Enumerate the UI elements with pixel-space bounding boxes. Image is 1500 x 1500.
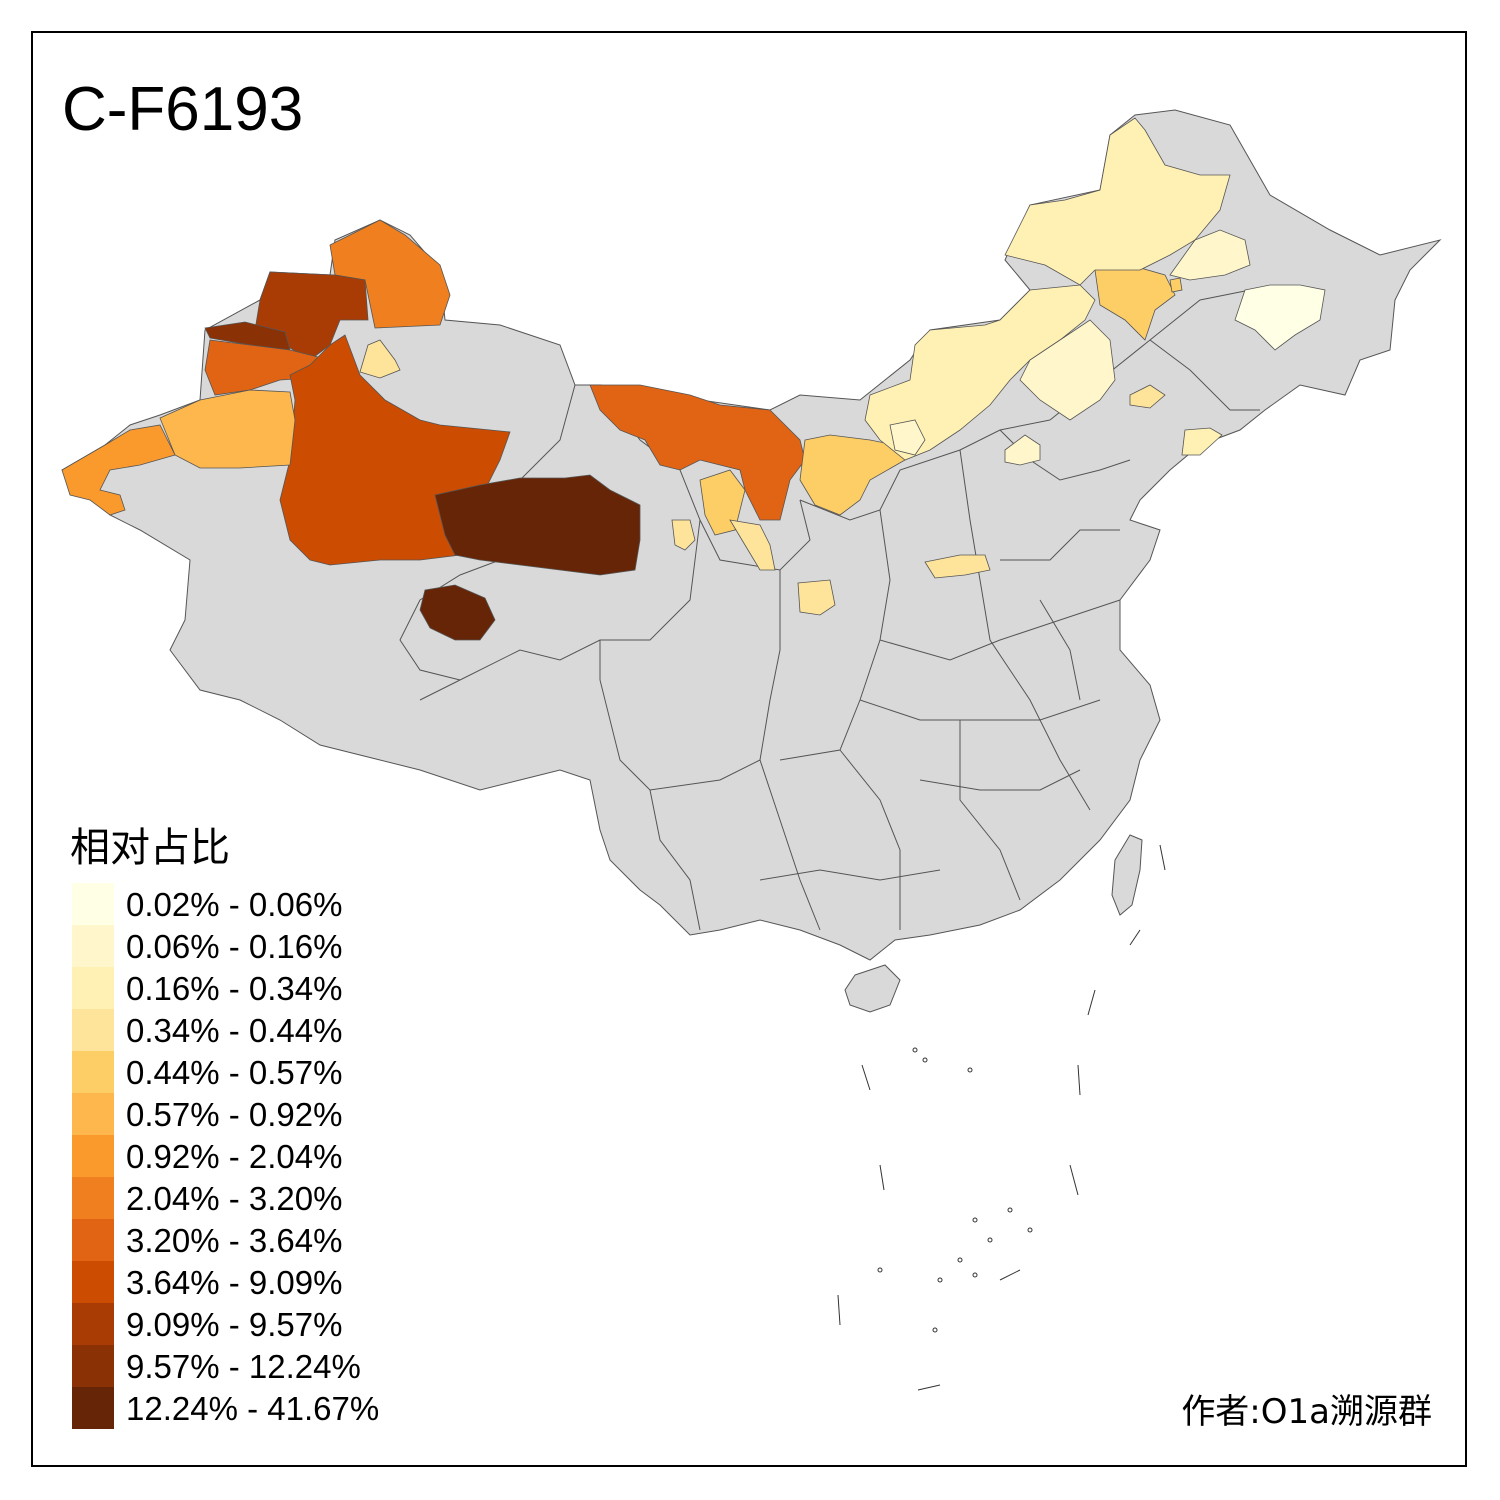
legend-label: 3.64% - 9.09% [126, 1264, 343, 1301]
region-dalian [1181, 427, 1223, 456]
legend-swatch [72, 1135, 114, 1177]
internal-boundaries [399, 289, 1260, 931]
legend-swatch [72, 967, 114, 1009]
legend-label: 9.57% - 12.24% [126, 1348, 361, 1385]
legend-swatch [72, 1303, 114, 1345]
region-yushu [419, 584, 496, 641]
legend-swatch [72, 1261, 114, 1303]
region-inner-mongolia-mid [864, 284, 1096, 461]
legend-label: 0.02% - 0.06% [126, 886, 343, 923]
region-bayannur [799, 434, 906, 516]
south-sea-islands [837, 844, 1166, 1391]
region-aksu [159, 389, 296, 469]
legend-label: 2.04% - 3.20% [126, 1180, 343, 1217]
region-xingan [1169, 229, 1251, 281]
legend-label: 0.44% - 0.57% [126, 1054, 343, 1091]
legend-label: 3.20% - 3.64% [126, 1222, 343, 1259]
legend-label: 9.09% - 9.57% [126, 1306, 343, 1343]
map-frame [31, 31, 1467, 1467]
legend-label: 0.57% - 0.92% [126, 1096, 343, 1133]
legend-swatch [72, 1051, 114, 1093]
legend-swatch [72, 1219, 114, 1261]
legend-swatch [72, 925, 114, 967]
region-small-a [1169, 277, 1183, 293]
region-hulunbuir [1004, 117, 1231, 286]
hainan-shape [844, 964, 901, 1013]
region-gansu-small [671, 519, 696, 551]
region-kashgar [61, 424, 176, 516]
map-title: C-F6193 [62, 75, 304, 144]
legend-swatch [72, 883, 114, 925]
legend-swatch [72, 1387, 114, 1429]
region-ningxia [699, 469, 746, 536]
region-shanxi-north [889, 419, 926, 456]
author-credit: 作者:O1a溯源群 [1181, 1392, 1432, 1432]
region-beijing [1004, 434, 1041, 466]
choropleth-regions [61, 117, 1326, 641]
legend-swatch [72, 1177, 114, 1219]
region-liaoning [1129, 384, 1166, 409]
legend-swatch [72, 1009, 114, 1051]
legend-label: 0.06% - 0.16% [126, 928, 343, 965]
region-heilongjiang-mid [1234, 284, 1326, 351]
region-henan [924, 554, 991, 579]
legend-title: 相对占比 [70, 825, 230, 871]
region-gansu-east [729, 519, 776, 571]
taiwan-shape [1111, 834, 1143, 916]
legend-swatch [72, 1345, 114, 1387]
legend-swatch [72, 1093, 114, 1135]
region-shaanxi-south [797, 579, 836, 616]
region-karamay [359, 339, 401, 379]
region-inner-mongolia-east [1019, 319, 1116, 421]
region-alxa [589, 384, 806, 521]
legend-label: 0.16% - 0.34% [126, 970, 343, 1007]
legend-label: 12.24% - 41.67% [126, 1390, 380, 1427]
legend-label: 0.34% - 0.44% [126, 1012, 343, 1049]
region-haixi [434, 474, 641, 576]
legend-label: 0.92% - 2.04% [126, 1138, 343, 1175]
